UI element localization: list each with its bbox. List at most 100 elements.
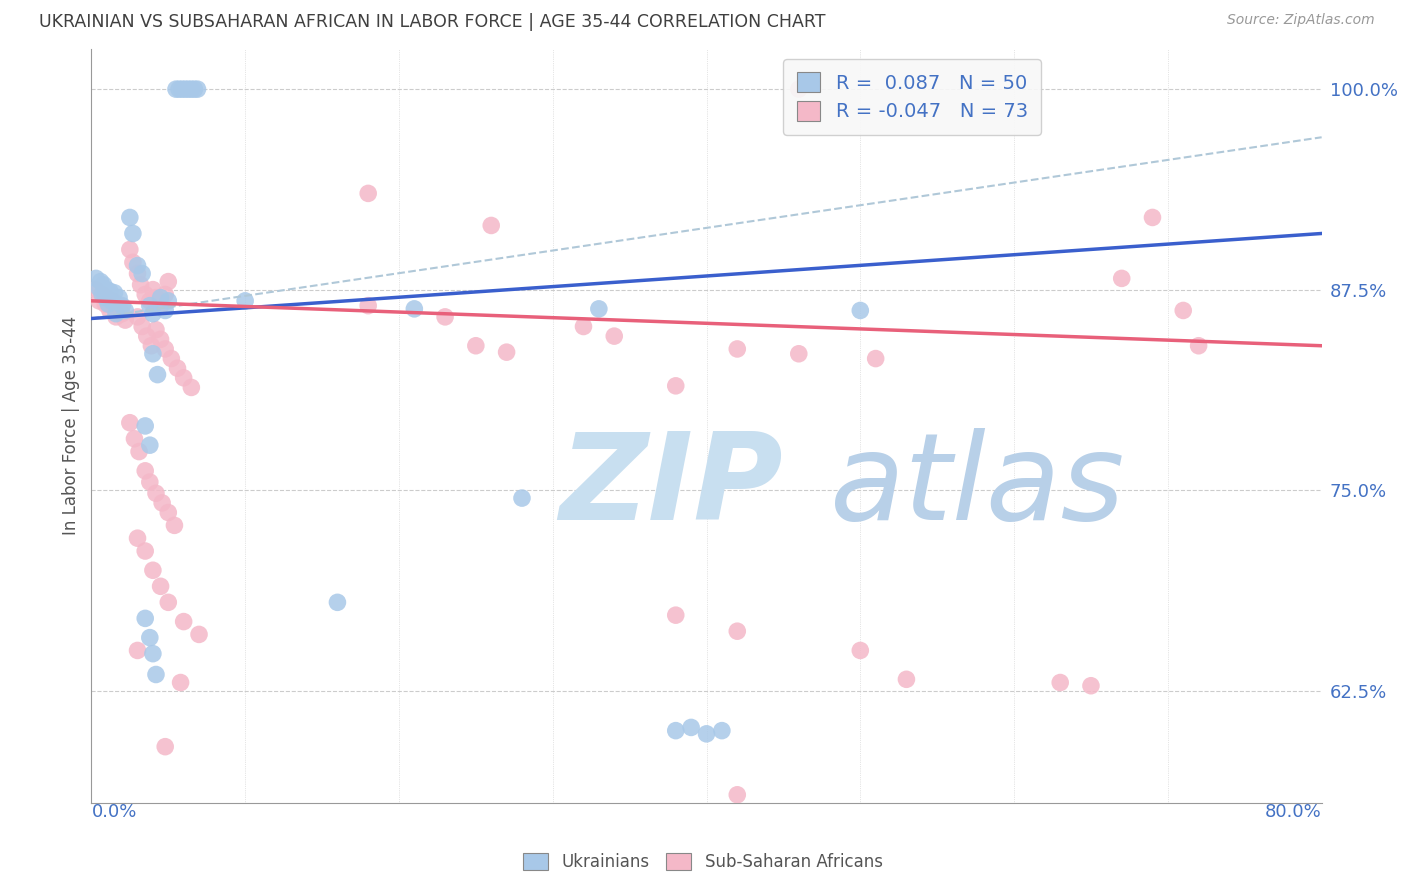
Point	[495, 345, 517, 359]
Point	[135, 329, 157, 343]
Point	[142, 283, 165, 297]
Point	[94, 297, 117, 311]
Point	[1111, 271, 1133, 285]
Point	[139, 299, 162, 313]
Point	[142, 647, 165, 661]
Point	[87, 281, 110, 295]
Point	[134, 464, 156, 478]
Point	[173, 371, 195, 385]
Point	[127, 310, 149, 324]
Point	[710, 723, 733, 738]
Point	[134, 287, 156, 301]
Legend: R =  0.087   N = 50, R = -0.047   N = 73: R = 0.087 N = 50, R = -0.047 N = 73	[783, 59, 1042, 135]
Point	[149, 299, 172, 313]
Point	[160, 351, 183, 366]
Point	[787, 347, 810, 361]
Point	[157, 293, 180, 308]
Point	[177, 82, 200, 96]
Point	[134, 544, 156, 558]
Point	[150, 496, 173, 510]
Point	[84, 271, 107, 285]
Point	[173, 615, 195, 629]
Point	[111, 307, 134, 321]
Point	[134, 611, 156, 625]
Point	[131, 267, 153, 281]
Text: atlas: atlas	[830, 428, 1125, 545]
Point	[139, 475, 162, 489]
Text: Source: ZipAtlas.com: Source: ZipAtlas.com	[1227, 13, 1375, 28]
Point	[131, 319, 153, 334]
Point	[139, 631, 162, 645]
Point	[90, 275, 112, 289]
Point	[127, 267, 149, 281]
Point	[157, 275, 180, 289]
Point	[91, 287, 114, 301]
Point	[105, 307, 127, 321]
Point	[149, 579, 172, 593]
Point	[787, 82, 810, 96]
Point	[142, 563, 165, 577]
Point	[129, 277, 152, 292]
Point	[141, 339, 163, 353]
Point	[100, 293, 122, 308]
Point	[153, 342, 177, 356]
Point	[725, 342, 748, 356]
Point	[896, 673, 918, 687]
Point	[103, 285, 125, 300]
Point	[105, 310, 127, 324]
Point	[1173, 303, 1195, 318]
Point	[165, 82, 187, 96]
Point	[180, 82, 202, 96]
Legend: Ukrainians, Sub-Saharan Africans: Ukrainians, Sub-Saharan Africans	[515, 845, 891, 880]
Point	[145, 291, 167, 305]
Point	[142, 307, 165, 321]
Point	[665, 608, 688, 623]
Point	[725, 788, 748, 802]
Point	[166, 361, 188, 376]
Point	[145, 667, 167, 681]
Point	[157, 506, 180, 520]
Point	[665, 379, 688, 393]
Point	[128, 444, 150, 458]
Point	[233, 293, 256, 308]
Point	[134, 419, 156, 434]
Point	[357, 186, 380, 201]
Point	[139, 438, 162, 452]
Point	[188, 627, 211, 641]
Point	[145, 486, 167, 500]
Point	[145, 323, 167, 337]
Point	[124, 432, 146, 446]
Point	[114, 303, 136, 318]
Point	[139, 293, 162, 308]
Point	[127, 643, 149, 657]
Point	[725, 624, 748, 639]
Point	[163, 518, 186, 533]
Point	[111, 299, 134, 313]
Point	[122, 227, 145, 241]
Point	[94, 291, 117, 305]
Point	[434, 310, 457, 324]
Text: ZIP: ZIP	[558, 428, 783, 545]
Point	[108, 291, 131, 305]
Point	[101, 293, 124, 308]
Point	[91, 287, 114, 301]
Point	[108, 299, 131, 313]
Point	[118, 211, 141, 225]
Point	[572, 319, 595, 334]
Point	[849, 643, 872, 657]
Point	[149, 332, 172, 346]
Point	[404, 301, 426, 316]
Point	[118, 416, 141, 430]
Point	[186, 82, 208, 96]
Point	[696, 727, 718, 741]
Point	[169, 675, 191, 690]
Point	[96, 283, 118, 297]
Point	[1142, 211, 1164, 225]
Point	[1080, 679, 1102, 693]
Text: 80.0%: 80.0%	[1265, 803, 1322, 821]
Point	[84, 283, 107, 297]
Point	[98, 303, 121, 318]
Point	[93, 277, 115, 292]
Point	[1187, 339, 1209, 353]
Point	[174, 82, 197, 96]
